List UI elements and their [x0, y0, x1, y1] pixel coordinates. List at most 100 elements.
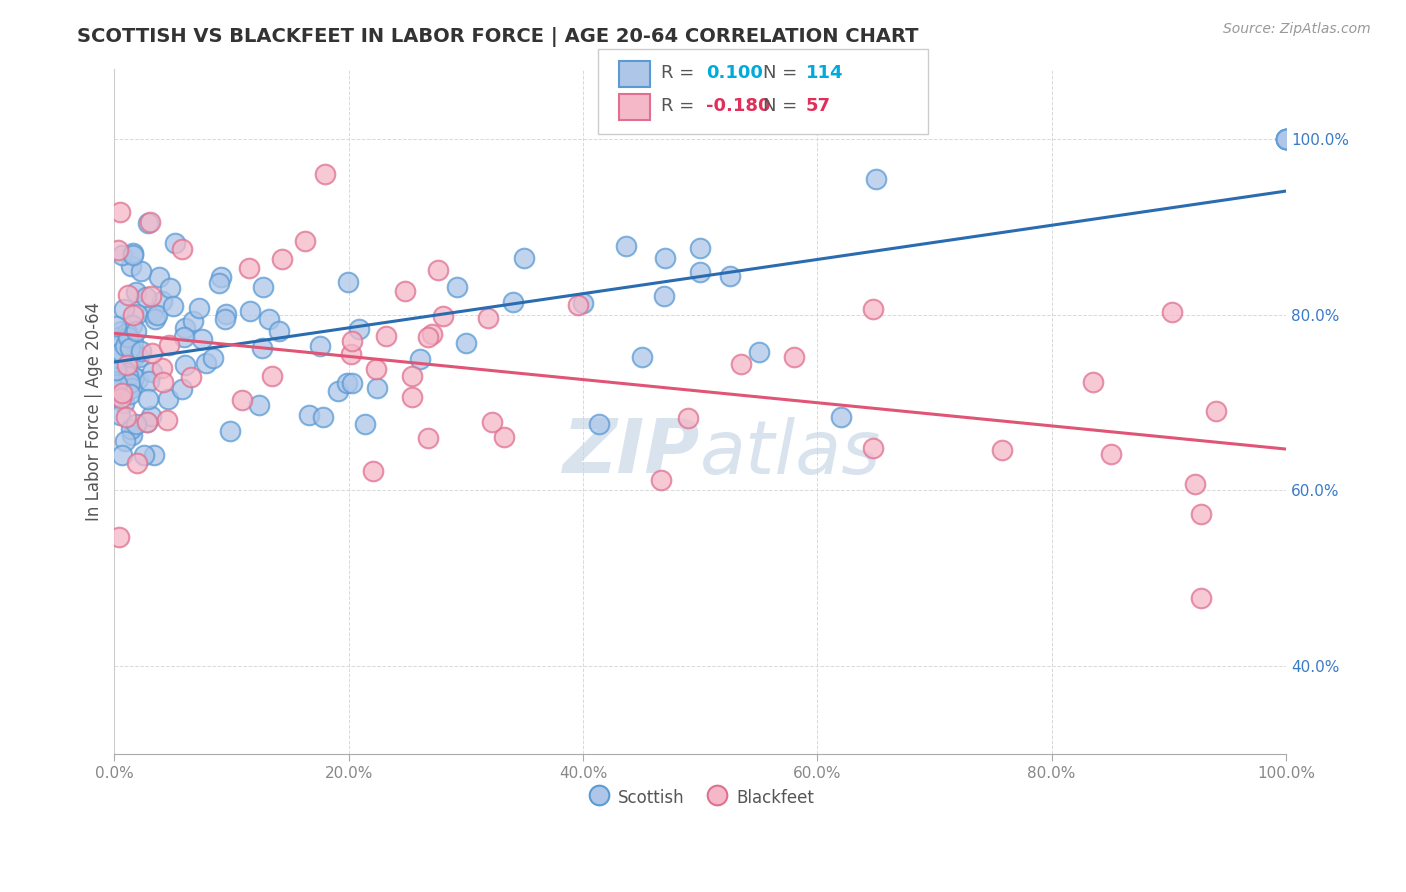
Point	[105, 377, 128, 392]
Point	[117, 368, 139, 383]
Point	[1184, 477, 1206, 491]
Point	[340, 347, 363, 361]
Point	[117, 330, 139, 344]
Point	[250, 342, 273, 356]
Point	[141, 306, 163, 320]
Point	[173, 330, 195, 344]
Point	[1275, 132, 1298, 146]
Point	[219, 424, 242, 438]
Point	[112, 396, 135, 410]
Point	[120, 341, 142, 355]
Point	[1275, 132, 1298, 146]
Point	[125, 324, 148, 338]
Point	[105, 364, 128, 378]
Point	[181, 313, 204, 327]
Point	[105, 374, 128, 388]
Point	[138, 374, 160, 388]
Point	[513, 252, 536, 266]
Point	[214, 311, 236, 326]
Point	[121, 318, 143, 332]
Point	[143, 448, 166, 462]
Point	[247, 398, 270, 412]
Point	[172, 382, 194, 396]
Point	[120, 259, 142, 273]
Point	[231, 392, 253, 407]
Point	[118, 376, 141, 390]
Point	[135, 415, 157, 429]
Point	[132, 448, 155, 462]
Point	[112, 384, 135, 399]
Point	[104, 379, 127, 393]
Point	[150, 293, 173, 308]
Point	[127, 372, 149, 386]
Point	[215, 308, 238, 322]
Point	[238, 261, 260, 276]
Point	[148, 269, 170, 284]
Point	[104, 318, 127, 333]
Point	[862, 442, 884, 456]
Point	[129, 344, 152, 359]
Point	[326, 384, 349, 398]
Text: SCOTTISH VS BLACKFEET IN LABOR FORCE | AGE 20-64 CORRELATION CHART: SCOTTISH VS BLACKFEET IN LABOR FORCE | A…	[77, 27, 920, 46]
Text: 57: 57	[806, 97, 831, 115]
Point	[114, 410, 136, 425]
Point	[124, 346, 146, 360]
Point	[1205, 404, 1227, 418]
Point	[314, 167, 336, 181]
Point	[1189, 591, 1212, 605]
Point	[394, 284, 416, 298]
Point	[163, 236, 186, 251]
Text: R =: R =	[661, 97, 700, 115]
Point	[122, 370, 145, 384]
Point	[267, 324, 290, 338]
Point	[409, 351, 432, 366]
Point	[107, 330, 129, 344]
Point	[173, 320, 195, 334]
Point	[141, 346, 163, 360]
Point	[194, 356, 217, 370]
Point	[865, 172, 887, 186]
Point	[336, 376, 359, 391]
Point	[298, 409, 321, 423]
Point	[477, 311, 499, 326]
Point	[105, 351, 128, 366]
Text: R =: R =	[661, 64, 700, 82]
Point	[862, 301, 884, 316]
Point	[135, 290, 157, 304]
Point	[361, 464, 384, 478]
Point	[110, 409, 132, 423]
Point	[366, 381, 388, 395]
Y-axis label: In Labor Force | Age 20-64: In Labor Force | Age 20-64	[86, 301, 103, 521]
Point	[1275, 132, 1298, 146]
Point	[162, 300, 184, 314]
Text: 0.100: 0.100	[706, 64, 762, 82]
Point	[567, 298, 589, 312]
Point	[401, 369, 423, 384]
Point	[311, 409, 333, 424]
Point	[141, 365, 163, 379]
Point	[146, 308, 169, 322]
Point	[170, 242, 193, 256]
Point	[122, 246, 145, 260]
Point	[110, 324, 132, 338]
Point	[572, 296, 595, 310]
Point	[110, 391, 132, 405]
Point	[308, 339, 330, 353]
Point	[191, 332, 214, 346]
Point	[502, 295, 524, 310]
Text: atlas: atlas	[700, 417, 882, 489]
Point	[143, 311, 166, 326]
Point	[115, 326, 138, 340]
Point	[481, 415, 503, 429]
Point	[783, 351, 806, 365]
Point	[416, 330, 439, 344]
Point	[730, 357, 752, 371]
Point	[117, 366, 139, 380]
Point	[122, 308, 145, 322]
Point	[108, 529, 131, 543]
Point	[416, 431, 439, 445]
Point	[239, 303, 262, 318]
Point	[111, 248, 134, 262]
Point	[446, 279, 468, 293]
Point	[110, 345, 132, 359]
